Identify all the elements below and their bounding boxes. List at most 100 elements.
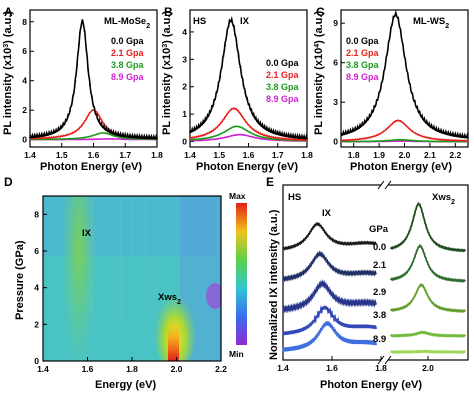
series-line — [389, 243, 467, 283]
data-point — [279, 134, 282, 137]
data-point — [110, 132, 113, 135]
series-line — [389, 282, 467, 314]
data-point — [128, 136, 131, 139]
y-tick-label: 6 — [22, 46, 27, 56]
data-point — [29, 136, 31, 139]
data-point — [237, 55, 240, 58]
data-point — [202, 122, 205, 124]
series-line — [282, 321, 377, 352]
data-point — [143, 137, 146, 140]
data-point — [296, 136, 298, 139]
data-point — [277, 133, 280, 136]
x-tick-label: 2.0 — [399, 150, 411, 160]
legend-entry: 0.0 Gpa — [111, 36, 145, 46]
x-tick-label: 1.6 — [88, 150, 100, 160]
data-point — [152, 137, 155, 140]
panel-b-ylabel: PL intensity (x103) (a.u.) — [161, 11, 173, 135]
series-line — [389, 349, 467, 355]
x-tick-label: 2.1 — [424, 150, 436, 160]
data-point — [199, 125, 201, 128]
y-tick-label: 2 — [182, 82, 187, 92]
data-point — [78, 43, 80, 46]
x-tick-label: 1.7 — [119, 150, 131, 160]
data-point — [92, 105, 95, 108]
data-point — [224, 44, 227, 46]
panel-c-tag: ML-WS2 — [413, 16, 449, 30]
data-point — [38, 135, 40, 138]
panel-b-ticks: 1.4 1.5 1.6 1.7 1.8 0 1 2 3 4 — [182, 27, 313, 160]
data-point — [63, 123, 66, 125]
data-point — [74, 80, 77, 82]
y-tick-label: 0 — [34, 356, 39, 366]
panel-e-ticks: 1.4 1.6 1.8 2.0 — [277, 356, 434, 373]
data-point — [134, 136, 137, 139]
panel-a-tag: ML-MoSe2 — [104, 16, 150, 30]
data-point — [52, 132, 55, 135]
x-tick-label: 1.8 — [348, 150, 360, 160]
x-tick-label: 1.6 — [82, 364, 94, 374]
y-tick-label: 9 — [333, 18, 338, 28]
panel-e-tag-xws2: Xws2 — [432, 192, 455, 206]
data-point — [267, 130, 270, 132]
y-tick-label: 8 — [22, 17, 27, 27]
panel-e-letter: E — [266, 175, 274, 189]
data-point — [79, 26, 82, 29]
panel-a-letter: A — [4, 5, 13, 19]
pressure-label: 2.1 — [373, 260, 387, 271]
colorbar-max-label: Max — [229, 191, 246, 201]
data-point — [72, 93, 75, 96]
data-point — [200, 124, 203, 126]
series-line — [389, 201, 467, 253]
series-line — [189, 125, 308, 142]
x-tick-label: 2.0 — [171, 364, 183, 374]
legend-entry: 3.8 Gpa — [266, 82, 300, 92]
data-point — [209, 111, 212, 114]
y-tick-label: 4 — [22, 76, 27, 86]
y-tick-label: 6 — [34, 246, 39, 256]
data-point — [89, 83, 91, 86]
panel-d: D 1.4 1.6 1.8 2.0 2.2 0 2 4 6 8 IX Xws2 Max Min E… — [4, 175, 247, 391]
data-point — [36, 136, 39, 138]
x-tick-label: 1.6 — [243, 150, 255, 160]
data-point — [145, 137, 148, 140]
pressure-label: 8.9 — [373, 334, 386, 345]
y-tick-label: 0 — [333, 137, 338, 147]
data-point — [108, 131, 111, 134]
data-point — [210, 108, 213, 110]
data-point — [50, 132, 53, 135]
panel-c: C 1.8 1.9 2.0 2.1 2.2 0 3 6 9 ML-WS2 0.0 Gpa 2.1 … — [313, 5, 469, 173]
data-point — [85, 48, 88, 51]
colorbar — [236, 203, 247, 345]
data-point — [239, 66, 242, 68]
x-tick-label: 1.7 — [272, 150, 284, 160]
series-line — [341, 138, 468, 143]
legend-entry: 8.9 Gpa — [111, 72, 145, 82]
panel-d-xlabel: Energy (eV) — [95, 379, 156, 391]
data-point — [81, 21, 84, 23]
panel-a-xlabel: Photon Energy (eV) — [40, 161, 142, 173]
panel-d-ylabel: Pressure (GPa) — [14, 240, 26, 320]
panel-a-ylabel: PL intensity (x103) (a.u.) — [2, 11, 14, 135]
data-point — [190, 130, 193, 133]
legend-entry: 2.1 Gpa — [111, 48, 145, 58]
data-point — [189, 131, 191, 134]
x-tick-label: 1.8 — [151, 150, 163, 160]
pressure-label: 3.8 — [373, 310, 386, 321]
data-point — [284, 135, 287, 138]
series-line — [340, 119, 469, 142]
panel-e-xlabel: Photon Energy (eV) — [320, 379, 422, 391]
panel-e-pressure-labels: 0.0 2.1 2.9 3.8 8.9 — [373, 242, 387, 345]
x-tick-label: 1.4 — [277, 363, 289, 373]
panel-e-tag-ix: IX — [322, 208, 332, 219]
data-point — [230, 20, 233, 23]
data-point — [119, 134, 122, 137]
axis-break-gap — [381, 182, 388, 363]
y-tick-label: 4 — [182, 27, 187, 37]
data-point — [103, 127, 106, 130]
data-point — [123, 135, 126, 138]
data-point — [232, 25, 235, 28]
data-point — [271, 131, 273, 134]
series-line — [29, 132, 158, 141]
data-point — [217, 84, 220, 87]
y-tick-label: 4 — [34, 283, 39, 293]
